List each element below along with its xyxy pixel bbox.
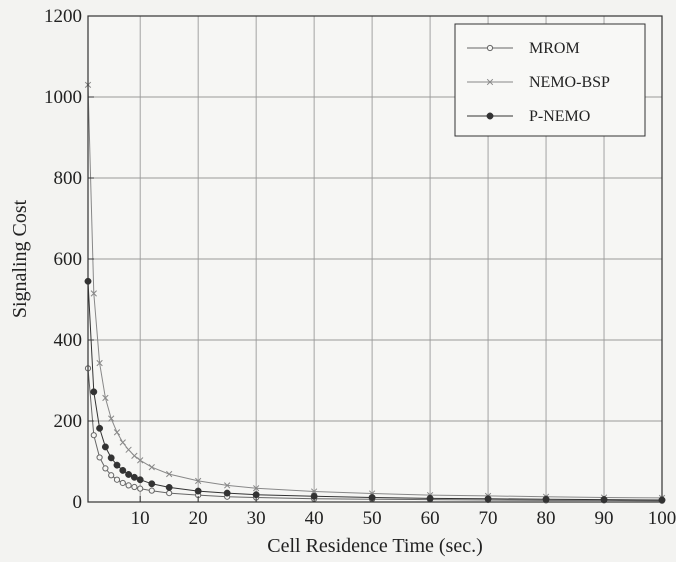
y-tick-label: 600 <box>54 249 83 270</box>
legend-label: P-NEMO <box>529 108 590 125</box>
data-point-p-nemo <box>165 483 173 491</box>
data-point-nemo-bsp <box>148 464 155 471</box>
data-point-p-nemo <box>107 454 115 462</box>
data-point-nemo-bsp <box>119 439 126 446</box>
x-tick-label: 10 <box>131 508 150 529</box>
data-point-nemo-bsp <box>223 482 231 489</box>
data-point-nemo-bsp <box>102 394 109 402</box>
legend-label: MROM <box>529 40 580 57</box>
data-point-p-nemo <box>125 471 133 478</box>
legend-item-p-nemo: P-NEMO <box>467 108 590 125</box>
data-point-nemo-bsp <box>113 429 121 436</box>
x-tick-label: 20 <box>189 508 208 529</box>
data-point-nemo-bsp <box>90 290 97 297</box>
data-point-mrom <box>108 472 115 479</box>
data-point-p-nemo <box>113 461 121 469</box>
y-tick-label: 400 <box>54 330 83 351</box>
data-point-nemo-bsp <box>96 359 103 367</box>
series-line-p-nemo <box>87 281 663 501</box>
legend-items: MROM NEMO-BSP P-NEMO <box>467 40 610 125</box>
data-point-nemo-bsp <box>195 477 202 485</box>
x-tick-label: 30 <box>247 508 266 529</box>
data-point-p-nemo <box>194 487 202 495</box>
legend-marker <box>486 78 494 86</box>
y-axis-title: Signaling Cost <box>9 199 31 318</box>
x-tick-label: 60 <box>421 508 440 529</box>
y-tick-label: 1200 <box>44 6 82 27</box>
data-point-p-nemo <box>223 489 231 497</box>
legend: MROM NEMO-BSP P-NEMO <box>454 23 646 137</box>
x-tick-label: 90 <box>595 508 614 529</box>
data-point-mrom <box>90 432 97 439</box>
x-tick-label: 40 <box>305 508 324 529</box>
data-point-p-nemo <box>119 466 127 474</box>
data-point-p-nemo <box>136 476 144 484</box>
data-point-mrom <box>96 454 103 461</box>
y-tick-label: 200 <box>54 411 83 432</box>
data-point-mrom <box>166 489 173 497</box>
legend-marker <box>486 44 494 52</box>
ticks: 10 20 30 40 50 60 70 80 90 1000200400600800100012… <box>44 6 676 529</box>
data-point-p-nemo <box>101 443 109 451</box>
data-point-mrom <box>102 465 109 472</box>
data-point-mrom <box>113 476 121 483</box>
data-point-p-nemo <box>130 473 138 481</box>
data-point-nemo-bsp <box>131 452 138 459</box>
data-point-mrom <box>131 483 138 491</box>
legend-label: NEMO-BSP <box>529 74 610 91</box>
x-axis-title: Cell Residence Time (sec.) <box>267 535 483 557</box>
legend-marker <box>486 112 494 120</box>
data-point-p-nemo <box>96 424 104 432</box>
data-point-p-nemo <box>90 388 98 396</box>
legend-box <box>454 23 646 137</box>
data-point-nemo-bsp <box>166 470 173 478</box>
data-point-nemo-bsp <box>310 488 318 495</box>
data-point-mrom <box>125 482 132 489</box>
series-line-nemo-bsp <box>87 84 663 499</box>
data-point-mrom <box>148 487 155 494</box>
data-point-mrom <box>119 479 126 487</box>
x-tick-label: 70 <box>479 508 498 529</box>
data-point-nemo-bsp <box>252 485 260 492</box>
data-point-p-nemo <box>148 480 156 488</box>
x-tick-label: 80 <box>537 508 556 529</box>
data-point-nemo-bsp <box>125 446 132 453</box>
x-tick-label: 100 <box>648 508 676 529</box>
x-tick-label: 50 <box>363 508 382 529</box>
legend-item-nemo-bsp: NEMO-BSP <box>467 74 610 91</box>
data-point-nemo-bsp <box>108 415 115 422</box>
data-point-nemo-bsp <box>137 457 144 464</box>
y-tick-label: 0 <box>73 492 83 513</box>
series-line-mrom <box>87 368 663 502</box>
y-tick-label: 1000 <box>44 87 82 108</box>
legend-item-mrom: MROM <box>467 40 580 57</box>
data-point-mrom <box>137 485 144 492</box>
y-tick-label: 800 <box>54 168 83 189</box>
